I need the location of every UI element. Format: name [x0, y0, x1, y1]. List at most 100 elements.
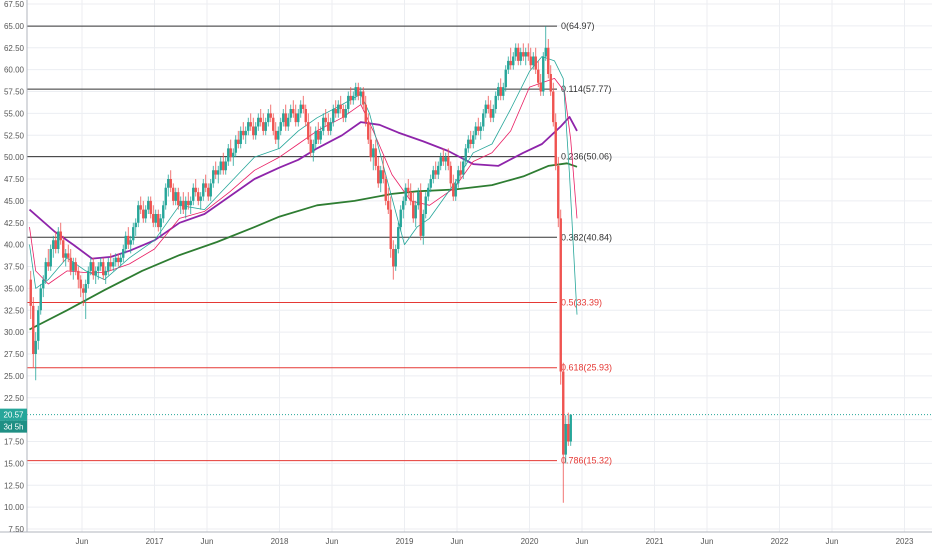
candle — [37, 305, 40, 350]
candle-body — [472, 135, 475, 144]
candle — [274, 122, 277, 144]
candle-body — [74, 262, 77, 271]
candle-body — [327, 122, 330, 131]
candle-body — [194, 187, 197, 193]
candle — [82, 284, 85, 306]
candle-body — [79, 279, 82, 289]
candle — [242, 122, 245, 140]
candle-body — [29, 279, 32, 306]
candle-body — [537, 69, 540, 83]
candle-body — [84, 284, 87, 293]
candle-body — [112, 262, 115, 267]
candle — [484, 100, 487, 118]
candle — [77, 266, 80, 289]
candle — [194, 179, 197, 197]
candle — [287, 113, 290, 131]
candle-body — [219, 161, 222, 171]
candle-body — [487, 104, 490, 109]
candle — [167, 174, 170, 197]
candle-body — [444, 157, 447, 162]
candle — [72, 257, 75, 280]
grid — [27, 0, 932, 532]
candle-body — [452, 183, 455, 197]
candle — [237, 130, 240, 149]
candle — [124, 231, 127, 254]
candle — [314, 126, 317, 149]
candle-body — [64, 253, 67, 258]
candle — [264, 117, 267, 136]
candle — [64, 249, 67, 267]
fib-level-label: 0.786(15.32) — [561, 456, 612, 466]
candle-body — [44, 262, 47, 280]
candle — [39, 284, 42, 315]
candle-body — [39, 288, 42, 311]
candle-body — [257, 117, 260, 127]
candle — [292, 100, 295, 118]
candle-body — [414, 205, 417, 219]
candle — [569, 414, 572, 446]
candle-body — [394, 249, 397, 267]
candle — [279, 117, 282, 136]
candle — [552, 82, 555, 127]
candle — [232, 148, 235, 166]
candle-body — [282, 113, 285, 123]
candle — [289, 104, 292, 123]
candle — [294, 104, 297, 127]
candle — [507, 56, 510, 74]
y-tick-label: 60.00 — [4, 66, 25, 75]
candle — [477, 117, 480, 136]
candle-body — [142, 209, 145, 219]
y-tick-label: 15.00 — [4, 459, 25, 468]
moving-average-line — [28, 116, 578, 260]
fib-level-label: 0.114(57.77) — [561, 84, 611, 94]
candle — [154, 209, 157, 228]
candle — [322, 113, 325, 136]
candle-body — [227, 148, 230, 162]
candle — [444, 152, 447, 171]
candle-body — [179, 200, 182, 206]
candle-body — [199, 196, 202, 201]
candle-body — [449, 165, 452, 184]
candle — [472, 130, 475, 149]
candle — [449, 161, 452, 188]
candle — [312, 139, 315, 162]
y-tick-label: 67.50 — [4, 0, 25, 9]
candle-body — [252, 126, 255, 136]
candle-body — [59, 231, 62, 241]
candle — [47, 249, 50, 271]
candle — [337, 100, 340, 118]
candle-body — [147, 200, 150, 210]
candle-body — [499, 87, 502, 96]
candle-body — [127, 235, 130, 245]
candle — [62, 235, 65, 263]
fib-level-label: 0.618(25.93) — [561, 363, 612, 373]
candle — [49, 244, 52, 271]
candle-body — [317, 130, 320, 140]
candle — [347, 91, 350, 114]
candle — [439, 152, 442, 171]
candle-body — [279, 122, 282, 131]
candle-body — [427, 187, 430, 197]
candle — [392, 240, 395, 280]
candle-body — [32, 305, 35, 354]
candle-body — [212, 170, 215, 184]
candle-body — [152, 214, 155, 223]
candle — [419, 183, 422, 241]
candle — [462, 157, 465, 179]
candle-body — [384, 179, 387, 201]
candle-body — [532, 56, 535, 66]
candle-body — [132, 227, 135, 241]
candle-body — [139, 205, 142, 210]
candle-body — [374, 148, 377, 166]
candle-body — [512, 56, 515, 66]
candle-body — [404, 187, 407, 201]
y-tick-label: 22.50 — [4, 394, 25, 403]
candle-body — [137, 205, 140, 223]
candle-body — [549, 74, 552, 92]
candle — [89, 257, 92, 276]
candle-body — [192, 187, 195, 201]
last-price-badge — [0, 408, 27, 421]
